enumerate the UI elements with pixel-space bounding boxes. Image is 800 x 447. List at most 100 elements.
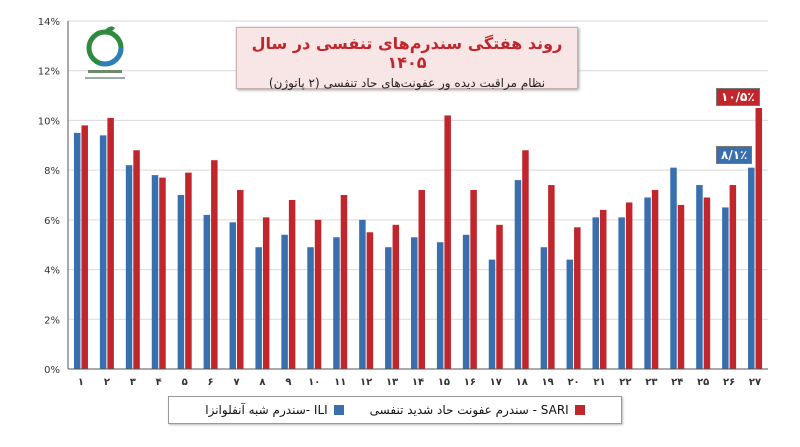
bar-sari — [470, 190, 477, 369]
sari-last-value-callout: ۱۰/۵٪ — [716, 88, 760, 106]
bar-ili — [229, 222, 237, 369]
x-tick-label: ۲۱ — [593, 377, 605, 388]
bar-sari — [703, 197, 711, 369]
bar-ili — [151, 175, 159, 369]
legend-item-ili: ILI -سندرم شبه آنفلوانزا — [205, 403, 344, 417]
x-tick-label: ۳ — [130, 377, 136, 388]
x-tick-label: ۱ — [78, 377, 84, 388]
bar-sari — [340, 195, 348, 369]
x-tick-label: ۲۰ — [567, 377, 579, 388]
bar-sari — [81, 125, 88, 370]
bar-ili — [411, 237, 418, 369]
bar-ili — [99, 135, 107, 369]
legend: SARI - سندرم عفونت حاد شدید تنفسی ILI -س… — [168, 396, 622, 424]
x-tick-label: ۹ — [285, 377, 291, 388]
bar-sari — [522, 150, 529, 369]
bar-ili — [385, 247, 392, 369]
bar-ili — [333, 237, 340, 369]
bar-sari — [574, 227, 581, 369]
bar-ili — [644, 197, 651, 369]
x-tick-label: ۱۰ — [308, 377, 320, 388]
y-tick-label: 0% — [44, 365, 60, 376]
y-tick-label: 4% — [44, 266, 60, 277]
bar-ili — [462, 234, 470, 369]
x-tick-label: ۲ — [104, 377, 110, 388]
legend-swatch-ili — [333, 405, 344, 415]
bar-sari — [314, 219, 322, 369]
legend-item-sari: SARI - سندرم عفونت حاد شدید تنفسی — [370, 403, 585, 417]
y-tick-label: 14% — [38, 17, 60, 28]
y-tick-label: 8% — [44, 166, 60, 177]
bar-sari — [599, 209, 607, 369]
bar-sari — [496, 224, 503, 369]
legend-swatch-sari — [574, 405, 585, 415]
x-tick-label: ۲۶ — [723, 377, 735, 388]
x-tick-label: ۴ — [156, 377, 162, 388]
bar-ili — [125, 165, 133, 369]
x-tick-label: ۱۸ — [516, 377, 528, 388]
bar-ili — [748, 167, 755, 369]
bar-ili — [359, 219, 366, 369]
bar-sari — [418, 190, 425, 369]
y-tick-label: 10% — [38, 116, 60, 127]
y-tick-label: 6% — [44, 216, 60, 227]
bar-sari — [107, 117, 114, 369]
x-tick-label: ۱۵ — [438, 377, 450, 388]
bar-ili — [73, 132, 81, 369]
ministry-logo-icon — [80, 22, 130, 92]
bar-sari — [288, 199, 296, 369]
x-tick-label: ۷ — [233, 377, 239, 388]
bar-ili — [566, 259, 574, 369]
bar-ili — [696, 185, 703, 369]
x-tick-label: ۱۴ — [412, 377, 424, 388]
bar-sari — [392, 224, 400, 369]
x-tick-label: ۲۲ — [619, 377, 631, 388]
bar-ili — [307, 247, 314, 369]
x-tick-label: ۲۷ — [749, 377, 761, 388]
chart-subtitle: نظام مراقبت دیده ور عفونت‌های حاد تنفسی … — [268, 76, 546, 90]
bar-ili — [255, 247, 262, 369]
bar-sari — [133, 150, 140, 369]
bar-ili — [488, 259, 496, 369]
y-tick-label: 12% — [38, 67, 60, 78]
bar-sari — [262, 217, 270, 369]
bar-ili — [618, 217, 625, 369]
bar-sari — [729, 185, 737, 369]
bar-sari — [651, 190, 659, 369]
bar-sari — [159, 177, 166, 369]
legend-label-sari: SARI - سندرم عفونت حاد شدید تنفسی — [369, 403, 569, 417]
bar-ili — [670, 167, 677, 369]
bars — [73, 108, 763, 370]
bar-sari — [444, 115, 451, 369]
chart-title: روند هفتگی سندرم‌های تنفسی در سال ۱۴۰۵ — [251, 34, 563, 72]
x-tick-label: ۱۳ — [386, 377, 398, 388]
x-tick-label: ۱۹ — [542, 377, 554, 388]
bar-sari — [185, 172, 192, 369]
x-tick-label: ۲۴ — [671, 377, 683, 388]
bar-sari — [366, 232, 374, 369]
bar-sari — [211, 160, 218, 369]
bar-ili — [514, 180, 522, 369]
x-axis-ticks: ۱ ۲ ۳ ۴ ۵ ۶ ۷ ۸ ۹ ۱۰ ۱۱ ۱۲ ۱۳ ۱۴ ۱۵ ۱۶ ۱۷ ۱۸ ۱۹ ۲۰ ۲۱ ۲۲ ۲۳ ۲۴ ۲… — [78, 377, 761, 388]
x-tick-label: ۶ — [208, 377, 214, 388]
bar-sari — [548, 185, 555, 369]
bar-ili — [592, 217, 599, 369]
bar-ili — [540, 247, 548, 369]
bar-sari — [755, 108, 763, 369]
y-axis-ticks: 0% 2% 4% 6% 8% 10% 12% 14% — [38, 17, 60, 376]
bar-ili — [281, 234, 288, 369]
x-tick-label: ۱۲ — [360, 377, 372, 388]
x-tick-label: ۵ — [182, 377, 188, 388]
x-tick-label: ۲۳ — [645, 377, 657, 388]
legend-label-ili: ILI -سندرم شبه آنفلوانزا — [205, 403, 328, 417]
x-tick-label: ۱۶ — [464, 377, 476, 388]
x-tick-label: ۱۷ — [490, 377, 502, 388]
y-tick-label: 2% — [44, 315, 60, 326]
bar-ili — [177, 195, 185, 369]
ili-last-value-callout: ۸/۱٪ — [716, 146, 753, 164]
bar-sari — [625, 202, 633, 369]
chart-title-box: روند هفتگی سندرم‌های تنفسی در سال ۱۴۰۵ ن… — [236, 27, 578, 90]
bar-sari — [237, 190, 244, 369]
bar-ili — [436, 242, 444, 369]
